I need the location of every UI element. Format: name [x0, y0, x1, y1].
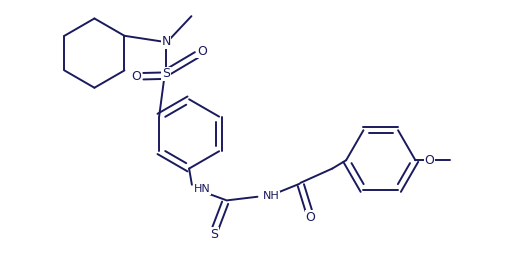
Text: S: S [162, 67, 170, 80]
Text: S: S [210, 228, 218, 241]
Text: O: O [305, 211, 315, 224]
Text: O: O [131, 70, 141, 83]
Text: O: O [424, 154, 434, 167]
Text: O: O [197, 45, 207, 58]
Text: HN: HN [194, 184, 210, 194]
Text: N: N [161, 35, 171, 48]
Text: NH: NH [263, 191, 280, 201]
